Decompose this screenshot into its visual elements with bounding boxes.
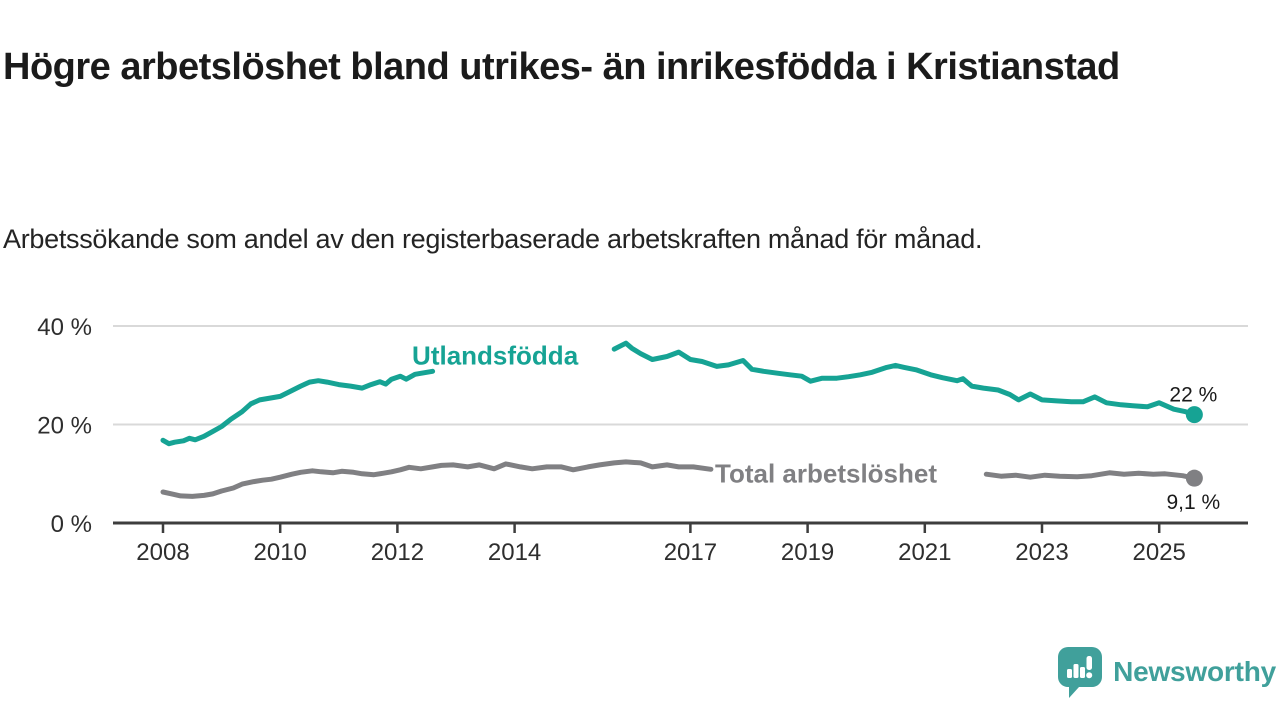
series-label: Total arbetslöshet [715, 459, 937, 489]
x-tick-label: 2025 [1133, 539, 1186, 566]
series-end-value-label: 9,1 % [1167, 491, 1221, 514]
y-tick-label: 0 % [51, 511, 92, 538]
y-tick-label: 20 % [37, 413, 92, 440]
x-tick-label: 2023 [1015, 539, 1068, 566]
newsworthy-logo-icon [1058, 647, 1103, 698]
bar-chart-exclamation-icon [1067, 656, 1093, 679]
series-end-value-label: 22 % [1169, 384, 1217, 407]
series-label: Utlandsfödda [412, 341, 579, 371]
x-tick-label: 2017 [664, 539, 717, 566]
newsworthy-logo: Newsworthy [1057, 646, 1276, 698]
line-chart: 0 % 20 % 40 % 2008 2010 2012 2014 2017 2019 2021 2… [37, 314, 1248, 566]
series-line [611, 340, 1197, 418]
x-tick-label: 2019 [781, 539, 834, 566]
x-tick-label: 2010 [254, 539, 307, 566]
x-tick-label: 2008 [136, 539, 189, 566]
x-tick-label: 2014 [488, 539, 541, 566]
chart-subtitle: Arbetssökande som andel av den registerb… [3, 224, 983, 254]
series-end-dot [1185, 469, 1203, 487]
series-line [983, 470, 1197, 481]
x-tick-label: 2012 [371, 539, 424, 566]
y-tick-label: 40 % [37, 314, 92, 341]
x-tick-label: 2021 [898, 539, 951, 566]
brand-name: Newsworthy [1113, 656, 1276, 687]
series-end-dot [1185, 406, 1203, 424]
series-line [160, 459, 714, 499]
series-line [160, 368, 436, 447]
page-title: Högre arbetslöshet bland utrikes- än inr… [3, 46, 1120, 89]
